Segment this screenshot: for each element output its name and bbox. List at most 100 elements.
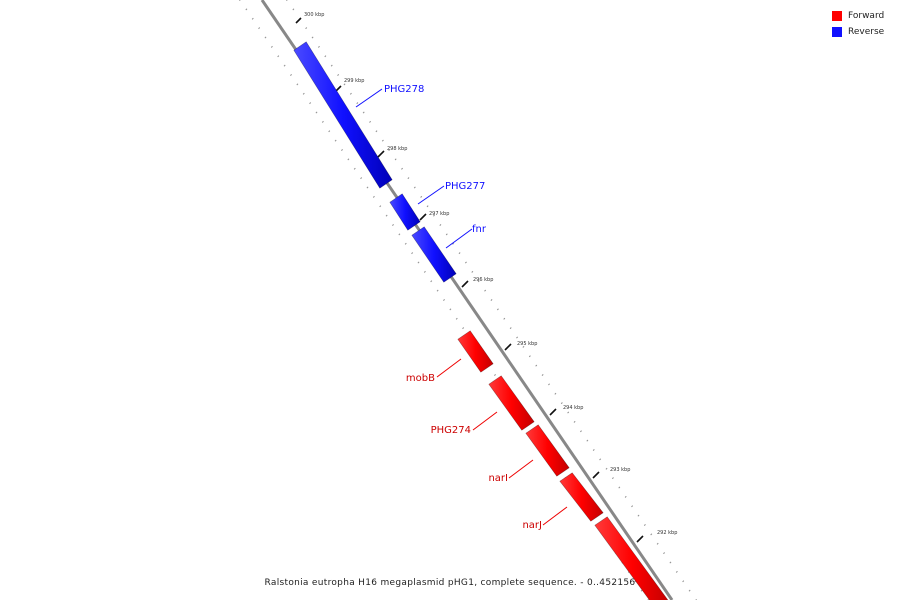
- track-dot: [398, 233, 401, 236]
- tick-293kbp: 293 kbp: [592, 467, 630, 479]
- tick-294kbp: 294 kbp: [549, 405, 583, 416]
- track-dot: [324, 55, 327, 58]
- label-connector: [355, 88, 383, 108]
- gene-PHG274[interactable]: [488, 375, 535, 431]
- track-dot: [455, 317, 458, 320]
- tick-label: 293 kbp: [610, 467, 630, 473]
- gene-label-narI[interactable]: narI: [488, 473, 508, 484]
- tick-label: 295 kbp: [517, 341, 537, 347]
- track-dot: [404, 242, 407, 245]
- track-dot: [471, 270, 474, 273]
- track-dot: [392, 224, 394, 226]
- tick-297kbp: 297 kbp: [419, 211, 449, 221]
- label-connector: [417, 185, 445, 205]
- track-dot: [369, 120, 372, 123]
- gene-PHG278[interactable]: [293, 41, 393, 189]
- track-dot: [624, 495, 627, 498]
- track-dot: [496, 308, 499, 311]
- track-dot: [413, 186, 416, 189]
- track-dot: [675, 570, 678, 573]
- track-dot: [349, 92, 352, 95]
- track-dot: [385, 214, 388, 217]
- track-dot: [599, 458, 602, 461]
- tick-299kbp: 299 kbp: [334, 78, 364, 93]
- track-dot: [407, 177, 410, 180]
- track-dot: [452, 242, 455, 245]
- track-dot: [270, 45, 273, 48]
- gene-narJ[interactable]: [559, 472, 604, 522]
- track-dot: [436, 289, 439, 292]
- track-dot: [401, 167, 403, 170]
- track-dot: [548, 383, 550, 386]
- gene-label-PHG274[interactable]: PHG274: [431, 425, 471, 436]
- track-dot: [439, 224, 442, 226]
- gene-PHG272[interactable]: [594, 516, 669, 600]
- track-dot: [554, 392, 557, 395]
- track-dot: [426, 205, 429, 208]
- track-dot: [640, 589, 643, 592]
- track-dot: [423, 270, 426, 273]
- tick-label: 294 kbp: [563, 405, 583, 411]
- track-dot: [567, 411, 570, 414]
- track-dot: [381, 139, 384, 142]
- track-dot: [669, 561, 672, 564]
- track-dot: [245, 8, 248, 11]
- track-dot: [375, 130, 378, 133]
- tick-292kbp: 292 kbp: [636, 530, 677, 543]
- track-dot: [631, 505, 634, 508]
- gene-fnr[interactable]: [411, 226, 457, 283]
- track-dot: [592, 449, 595, 451]
- track-dot: [330, 64, 333, 67]
- track-dot: [611, 477, 614, 480]
- track-dot: [302, 92, 305, 95]
- track-dot: [321, 120, 324, 123]
- track-dot: [315, 111, 318, 114]
- track-dot: [516, 336, 519, 339]
- track-dot: [379, 205, 382, 208]
- legend-forward: Forward: [832, 8, 892, 23]
- gene-mobB[interactable]: [457, 330, 494, 373]
- track-dot: [503, 317, 506, 320]
- gene-label-narJ[interactable]: narJ: [522, 520, 542, 531]
- track-dot: [682, 580, 685, 583]
- forward-swatch: [832, 10, 842, 21]
- track-dot: [277, 55, 280, 58]
- track-dot: [586, 439, 589, 442]
- gene-label-PHG278[interactable]: PHG278: [384, 84, 424, 95]
- label-connector: [472, 411, 498, 431]
- scale-ticks: 300 kbp 299 kbp 298 kbp 297 kbp 296 kbp …: [295, 12, 677, 543]
- track-dot: [292, 8, 295, 11]
- track-dot: [388, 149, 391, 151]
- track-dot: [433, 214, 435, 217]
- tick-label: 298 kbp: [387, 146, 407, 152]
- gene-label-PHG277[interactable]: PHG277: [445, 181, 485, 192]
- track-dot: [286, 0, 288, 1]
- label-connector: [445, 228, 473, 249]
- track-dot: [430, 280, 433, 283]
- sequence-caption: Ralstonia eutropha H16 megaplasmid pHG1,…: [264, 578, 636, 588]
- tick-label: 292 kbp: [657, 530, 677, 536]
- gene-PHG277[interactable]: [389, 193, 421, 231]
- gene-label-mobB[interactable]: mobB: [406, 373, 435, 384]
- track-dot: [445, 233, 448, 236]
- track-dot: [309, 102, 312, 105]
- track-dot: [317, 45, 320, 48]
- label-connector: [542, 506, 568, 526]
- tick-label: 297 kbp: [429, 211, 449, 217]
- track-dot: [643, 524, 646, 526]
- track-dot: [656, 542, 659, 545]
- track-dot: [417, 261, 420, 264]
- track-dot: [341, 149, 343, 151]
- legend-forward-label: Forward: [848, 10, 885, 21]
- track-dot: [605, 467, 608, 470]
- track-dot: [573, 420, 576, 423]
- track-dot: [362, 111, 365, 114]
- track-dot: [509, 327, 512, 330]
- track-dot: [366, 186, 369, 189]
- track-dot: [663, 552, 666, 555]
- reverse-swatch: [832, 26, 842, 37]
- gene-narI[interactable]: [525, 424, 570, 477]
- gene-label-fnr[interactable]: fnr: [472, 224, 487, 235]
- track-dot: [522, 345, 525, 348]
